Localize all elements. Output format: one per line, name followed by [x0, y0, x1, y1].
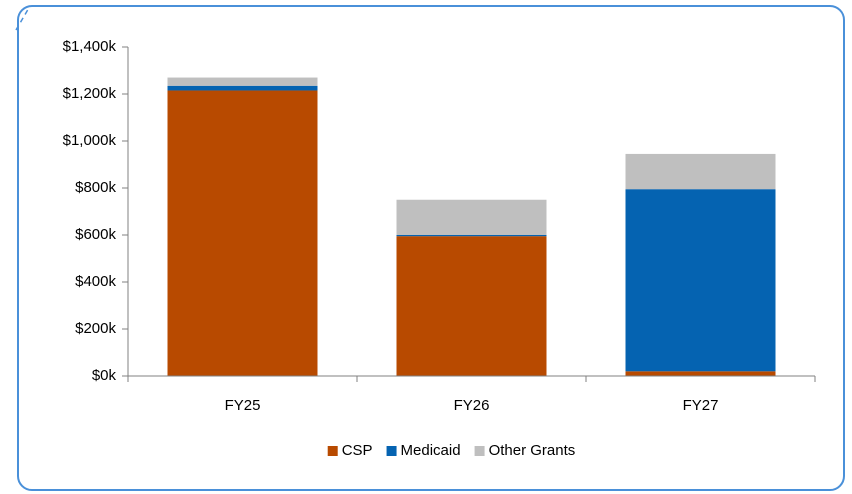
bar-segment [625, 189, 776, 372]
y-tick-label: $400k [75, 273, 116, 290]
y-tick-label: $1,000k [63, 132, 117, 149]
bar-segment [396, 235, 547, 237]
chart-frame [17, 5, 845, 491]
bar-segment [167, 85, 318, 91]
legend-swatch [474, 446, 485, 456]
legend-label: Medicaid [401, 442, 461, 459]
bar-segment [167, 90, 318, 376]
y-tick-label: $800k [75, 179, 116, 196]
y-tick-label: $1,200k [63, 85, 117, 102]
y-tick-label: $200k [75, 320, 116, 337]
y-tick-label: $0k [92, 367, 117, 384]
bar-segment [396, 199, 547, 235]
legend-swatch [327, 446, 338, 456]
bar-segment [396, 236, 547, 376]
x-tick-label: FY25 [225, 397, 261, 414]
legend-label: CSP [342, 442, 373, 459]
bar-segment [625, 153, 776, 190]
y-tick-label: $1,400k [63, 38, 117, 55]
legend-swatch [386, 446, 397, 456]
x-tick-label: FY26 [454, 397, 490, 414]
y-tick-label: $600k [75, 226, 116, 243]
x-tick-label: FY27 [683, 397, 719, 414]
legend-label: Other Grants [489, 442, 576, 459]
bar-segment [625, 371, 776, 376]
bar-segment [167, 77, 318, 86]
